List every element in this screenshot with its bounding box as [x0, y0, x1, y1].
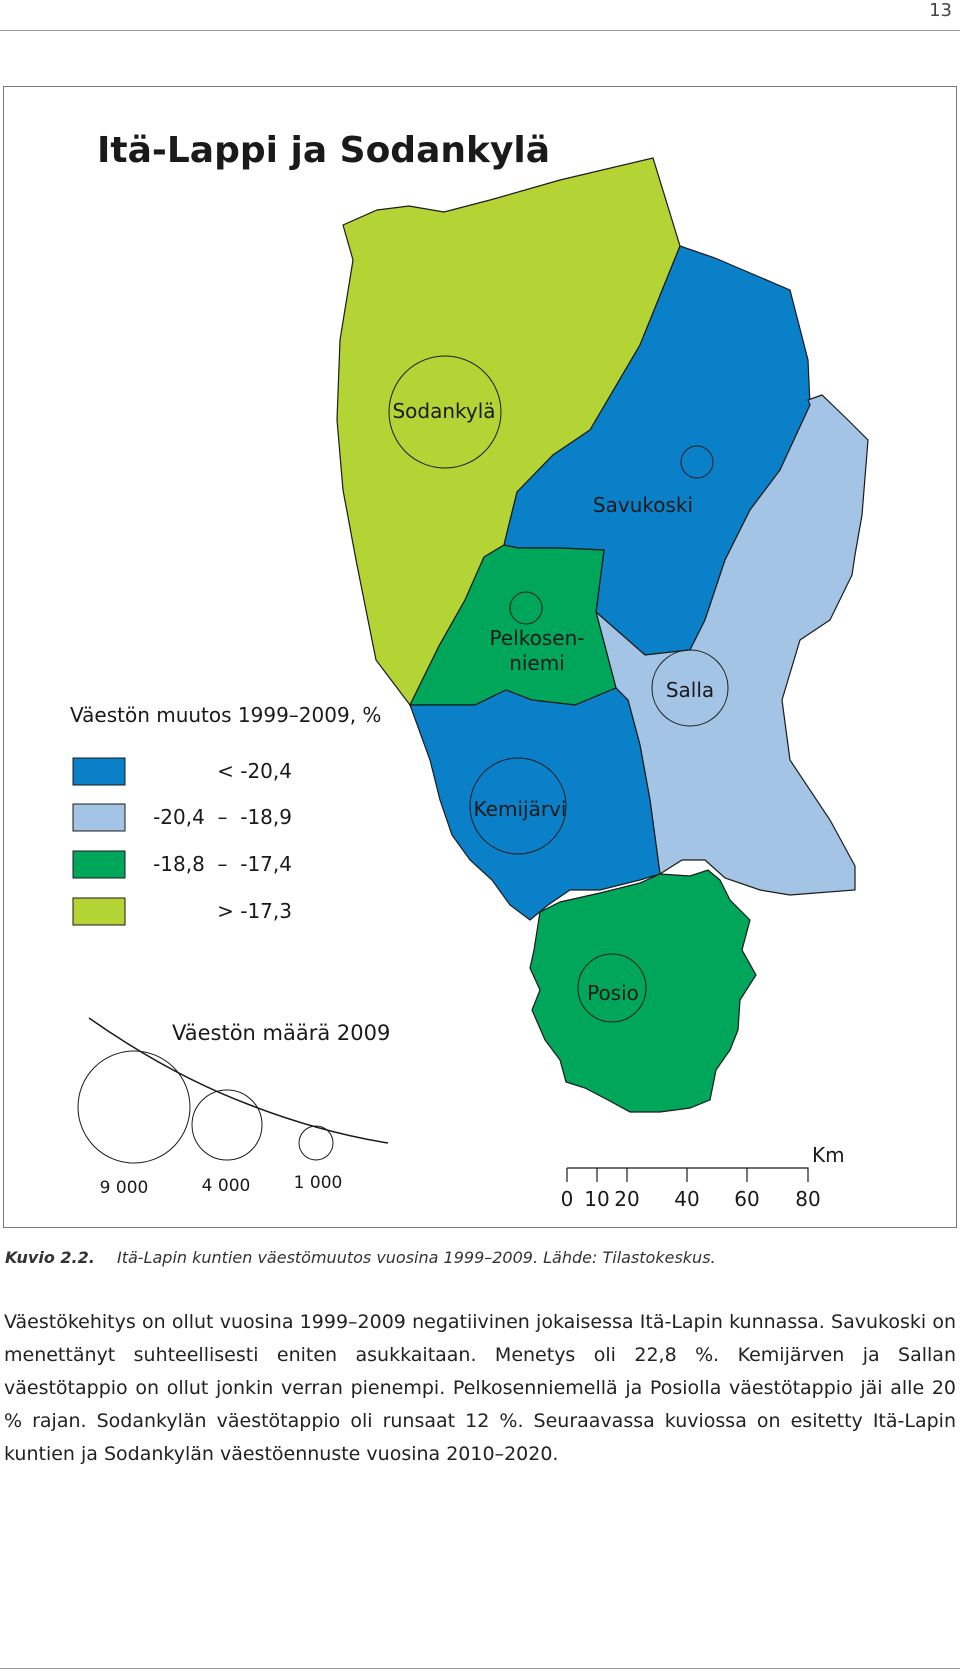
- legend-population-label-9000: 9 000: [100, 1178, 149, 1198]
- legend-label-2: -20,4 – -18,9: [153, 805, 292, 829]
- legend-population-circle-9000: [77, 1050, 191, 1164]
- caption-text: Itä-Lapin kuntien väestömuutos vuosina 1…: [117, 1248, 716, 1267]
- legend-population-label-1000: 1 000: [294, 1173, 343, 1193]
- label-posio: Posio: [587, 981, 639, 1005]
- scale-bar-unit: Km: [812, 1143, 845, 1167]
- map-title: Itä-Lappi ja Sodankylä: [97, 130, 550, 171]
- legend-change-title: Väestön muutos 1999–2009, %: [70, 703, 381, 727]
- legend-swatch-4: [72, 897, 126, 926]
- scale-bar-line: [566, 1167, 809, 1182]
- body-paragraph: Väestökehitys on ollut vuosina 1999–2009…: [4, 1311, 956, 1465]
- top-rule: [0, 30, 960, 31]
- scale-bar-tick-20: 20: [614, 1187, 639, 1211]
- region-posio: [529, 869, 757, 1113]
- figure-caption: Kuvio 2.2. Itä-Lapin kuntien väestömuutos…: [5, 1248, 716, 1267]
- legend-label-4: > -17,3: [217, 899, 292, 923]
- population-circle-savukoski: [680, 445, 714, 479]
- label-salla: Salla: [666, 678, 714, 702]
- population-circle-salla: [651, 649, 729, 727]
- scale-bar-tick-0: 0: [561, 1187, 574, 1211]
- legend-population-title: Väestön määrä 2009: [172, 1021, 390, 1045]
- population-circle-kemijarvi: [469, 757, 567, 855]
- region-salla: [594, 394, 869, 896]
- page-number: 13: [929, 0, 952, 21]
- label-pelkosenniemi: Pelkosen-: [490, 626, 585, 650]
- population-circle-sodankyla: [388, 355, 502, 469]
- legend-swatch-3: [72, 850, 126, 879]
- label-savukoski: Savukoski: [593, 493, 693, 517]
- legend-population-curve: [88, 1017, 389, 1144]
- scale-bar-tick-10: 10: [584, 1187, 609, 1211]
- map-frame: [3, 86, 957, 1228]
- label-pelkosenniemi-line2: niemi: [509, 651, 565, 675]
- legend-swatch-2: [72, 803, 126, 832]
- population-circle-posio: [577, 953, 647, 1023]
- legend-population-circle-4000: [191, 1089, 263, 1161]
- bottom-rule: [0, 1668, 960, 1669]
- legend-label-3: -18,8 – -17,4: [153, 852, 292, 876]
- legend-population-circle-1000: [298, 1125, 334, 1161]
- scale-bar-tick-40: 40: [674, 1187, 699, 1211]
- legend-label-1: < -20,4: [217, 759, 292, 783]
- legend-population-label-4000: 4 000: [202, 1176, 251, 1196]
- population-circle-pelkosenniemi: [509, 591, 543, 625]
- scale-bar-tick-80: 80: [795, 1187, 820, 1211]
- legend-swatch-1: [72, 757, 126, 786]
- label-kemijarvi: Kemijärvi: [474, 797, 567, 821]
- caption-label: Kuvio 2.2.: [5, 1248, 95, 1267]
- scale-bar-tick-60: 60: [734, 1187, 759, 1211]
- region-kemijarvi: [409, 687, 661, 921]
- map-figure: Itä-Lappi ja Sodankylä Sodankylä Savukos…: [70, 130, 869, 1211]
- label-sodankyla: Sodankylä: [392, 399, 495, 423]
